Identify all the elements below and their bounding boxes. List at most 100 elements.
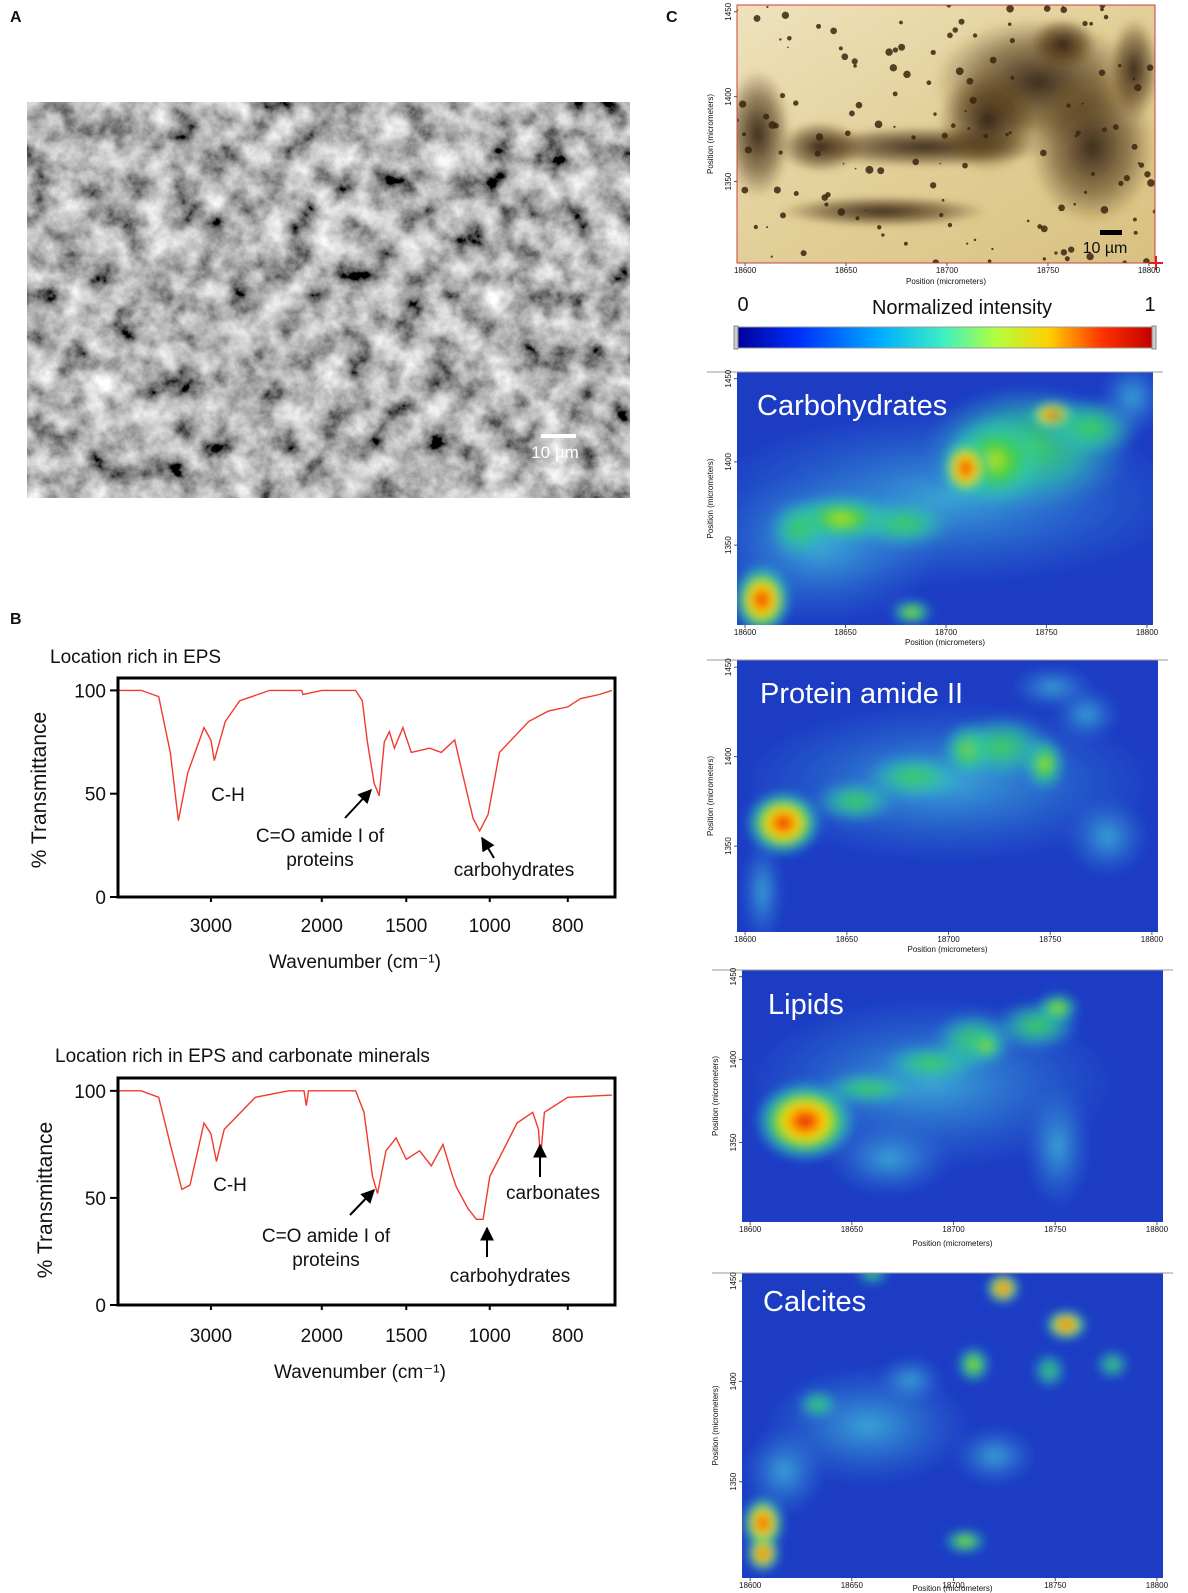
x-axis-label: Wavenumber (cm⁻¹) — [269, 952, 441, 973]
particle — [778, 150, 783, 155]
particle — [877, 225, 882, 230]
particle — [838, 46, 843, 51]
x-tick-label: 2000 — [301, 1326, 343, 1347]
x-tick-label: 1000 — [469, 1326, 511, 1347]
particle — [1132, 217, 1137, 222]
map-y-tick-label: 1450 — [724, 369, 733, 387]
particle — [821, 194, 829, 201]
chart-title: Location rich in EPS — [50, 647, 221, 668]
map-x-tick-label: 18750 — [1044, 1225, 1067, 1234]
particle — [855, 101, 863, 109]
particle — [779, 92, 786, 99]
particle — [932, 259, 939, 263]
map-x-axis-label: Position (micrometers) — [906, 277, 986, 286]
map-y-tick-label: 1350 — [729, 1472, 738, 1490]
particle — [874, 120, 883, 129]
colorbar-cap — [733, 325, 739, 350]
map-intensity — [737, 665, 1158, 932]
particle — [911, 135, 916, 140]
y-tick-label: 100 — [74, 1082, 106, 1103]
particle — [941, 132, 948, 139]
map-y-axis-label: Position (micrometers) — [711, 1056, 720, 1136]
particle — [1054, 251, 1058, 255]
particle — [930, 49, 936, 56]
particle — [947, 32, 953, 39]
map-image — [742, 1273, 1163, 1578]
map-x-tick-label: 18800 — [1141, 935, 1164, 944]
plot-frame — [116, 1076, 617, 1307]
particle — [1064, 256, 1070, 262]
particle — [1062, 5, 1064, 8]
photo-scale-bar-label: 10 µm — [1083, 240, 1128, 257]
map-x-tick-label: 18650 — [836, 935, 859, 944]
particle — [814, 150, 821, 157]
y-tick-label: 50 — [85, 1189, 106, 1210]
intensity-blob — [876, 1355, 945, 1405]
particle — [1082, 20, 1088, 27]
particle — [1118, 180, 1124, 186]
map-y-tick-label: 1400 — [724, 452, 733, 470]
particle — [853, 64, 857, 68]
particle — [1040, 149, 1047, 157]
map-x-tick-label: 18750 — [1044, 1581, 1067, 1590]
particle — [1058, 204, 1065, 212]
particle — [786, 46, 789, 49]
micrograph-dark — [737, 17, 1155, 227]
particle — [1147, 179, 1155, 187]
intensity-blob — [1098, 372, 1153, 436]
particle — [930, 182, 937, 189]
particle — [780, 212, 786, 219]
intensity-blob — [1010, 665, 1095, 709]
map-x-axis-label: Position (micrometers) — [912, 1239, 992, 1248]
map-intensity — [742, 1273, 1130, 1572]
particle — [1081, 102, 1084, 105]
annotation-arrow — [344, 788, 372, 819]
particle — [1118, 63, 1122, 68]
particle — [1133, 230, 1138, 235]
particle — [781, 11, 790, 20]
particle — [1037, 224, 1043, 229]
particle — [989, 56, 997, 64]
particle — [1007, 22, 1012, 26]
x-tick-label: 3000 — [190, 916, 232, 937]
map-x-tick-label: 18650 — [841, 1581, 864, 1590]
particle — [742, 132, 747, 137]
particle — [1103, 14, 1109, 20]
dark-region — [737, 69, 792, 199]
intensity-blob — [969, 1030, 1004, 1061]
particle — [885, 48, 893, 56]
particle — [1010, 75, 1015, 80]
particle — [1101, 127, 1107, 133]
intensity-blob — [817, 1070, 919, 1107]
y-axis-label: % Transmittance — [28, 712, 51, 868]
map-y-axis-label: Position (micrometers) — [706, 94, 715, 174]
intensity-blob — [956, 1346, 991, 1383]
map-x-axis-label: Position (micrometers) — [905, 638, 985, 647]
particle — [952, 27, 958, 33]
annotation: C-H — [213, 1175, 247, 1196]
particle — [899, 20, 903, 25]
particle — [793, 190, 799, 196]
particle — [773, 186, 781, 194]
y-tick-label: 0 — [95, 1296, 106, 1317]
colorbar-label: Normalized intensity — [872, 297, 1052, 319]
map-y-tick-label: 1400 — [724, 747, 733, 765]
particle — [881, 233, 885, 237]
colorbar-tick-label: 1 — [1144, 294, 1155, 316]
map-y-tick-label: 1350 — [724, 536, 733, 554]
annotation: carbonates — [506, 1183, 600, 1204]
map-x-tick-label: 18700 — [935, 628, 958, 637]
map-y-axis-label: Position (micrometers) — [711, 1385, 720, 1465]
x-axis-label: Wavenumber (cm⁻¹) — [274, 1362, 446, 1383]
particle — [854, 167, 857, 170]
particle — [851, 58, 858, 65]
particle — [766, 226, 769, 229]
particle — [1075, 130, 1081, 136]
particle — [889, 64, 898, 72]
particle — [753, 224, 758, 230]
particle — [1100, 206, 1109, 214]
map-x-axis-label: Position (micrometers) — [907, 945, 987, 954]
particle — [877, 167, 885, 175]
y-tick-label: 100 — [74, 681, 106, 702]
map-x-tick-label: 18800 — [1146, 1581, 1169, 1590]
